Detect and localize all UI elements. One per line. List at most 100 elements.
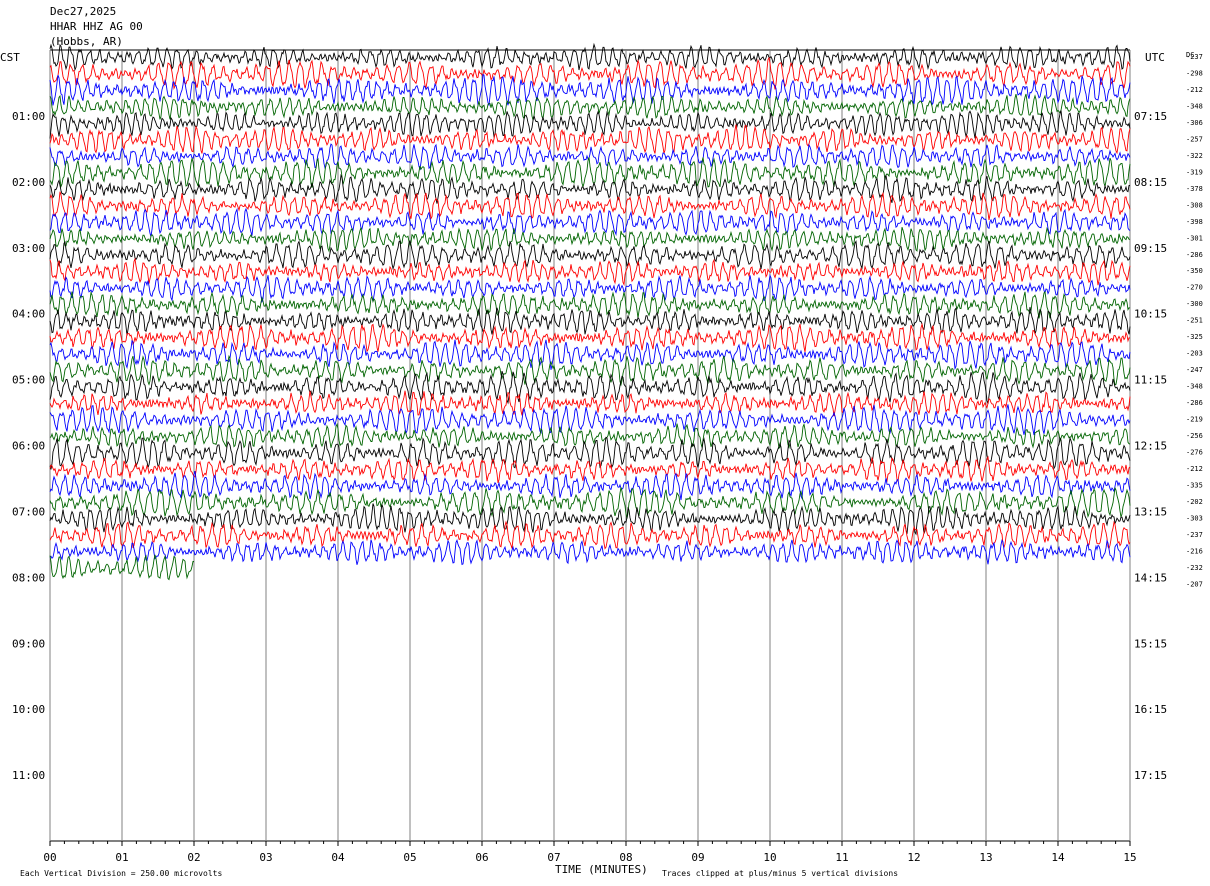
clip-note: Traces clipped at plus/minus 5 vertical … xyxy=(662,869,898,878)
x-tick-label: 08 xyxy=(619,851,632,864)
dc-offset-label: -212 xyxy=(1186,86,1203,94)
utc-hour-label: 16:15 xyxy=(1134,703,1167,716)
dc-offset-label: -257 xyxy=(1186,135,1203,143)
x-tick-label: 06 xyxy=(475,851,488,864)
seismic-trace xyxy=(49,273,1131,304)
seismic-trace xyxy=(49,124,1131,155)
seismic-trace xyxy=(49,470,1131,501)
cst-hour-label: 01:00 xyxy=(12,110,45,123)
seismic-trace xyxy=(49,354,1131,387)
seismic-trace xyxy=(49,207,1131,237)
dc-offset-label: -335 xyxy=(1186,481,1203,489)
dc-offset-label: -301 xyxy=(1186,234,1203,242)
dc-offset-label: -286 xyxy=(1186,399,1203,407)
utc-hour-label: 11:15 xyxy=(1134,374,1167,387)
utc-hour-label: 15:15 xyxy=(1134,637,1167,650)
utc-hour-label: 13:15 xyxy=(1134,505,1167,518)
seismic-trace xyxy=(49,143,1131,171)
dc-offset-label: -300 xyxy=(1186,300,1203,308)
dc-offset-label: -219 xyxy=(1186,416,1203,424)
dc-offset-label: -298 xyxy=(1186,69,1203,77)
dc-offset-label: -256 xyxy=(1186,432,1203,440)
x-tick-label: 03 xyxy=(259,851,272,864)
utc-hour-label: 08:15 xyxy=(1134,176,1167,189)
x-tick-label: 09 xyxy=(691,851,704,864)
dc-offset-label: -237 xyxy=(1186,53,1203,61)
seismic-trace xyxy=(49,455,1131,484)
seismic-trace xyxy=(49,487,1131,519)
cst-hour-label: 02:00 xyxy=(12,176,45,189)
header-location: (Hobbs, AR) xyxy=(50,35,123,48)
x-tick-label: 13 xyxy=(979,851,992,864)
cst-label: CST xyxy=(0,51,20,64)
x-tick-label: 15 xyxy=(1123,851,1136,864)
dc-offset-label: -212 xyxy=(1186,465,1203,473)
dc-offset-label: -286 xyxy=(1186,251,1203,259)
seismic-trace xyxy=(49,291,1131,319)
dc-offset-label: -207 xyxy=(1186,580,1203,588)
header-date: Dec27,2025 xyxy=(50,5,117,18)
cst-hour-label: 05:00 xyxy=(12,374,45,387)
dc-offset-label: -237 xyxy=(1186,531,1203,539)
seismic-trace xyxy=(49,173,1131,204)
cst-hour-label: 03:00 xyxy=(12,242,45,255)
seismic-trace xyxy=(49,404,1131,436)
dc-offset-label: -398 xyxy=(1186,218,1203,226)
seismic-trace xyxy=(49,503,1131,536)
cst-hour-label: 10:00 xyxy=(12,703,45,716)
seismic-trace xyxy=(49,93,1131,122)
cst-hour-label: 06:00 xyxy=(12,440,45,453)
cst-hour-label: 07:00 xyxy=(12,505,45,518)
seismic-trace xyxy=(49,520,1131,550)
dc-offset-label: -216 xyxy=(1186,547,1203,555)
dc-offset-label: -306 xyxy=(1186,119,1203,127)
seismic-trace xyxy=(49,157,1131,189)
seismic-trace xyxy=(49,339,1131,371)
utc-hour-label: 14:15 xyxy=(1134,571,1167,584)
scale-note: Each Vertical Division = 250.00 microvol… xyxy=(20,869,222,878)
x-tick-label: 11 xyxy=(835,851,848,864)
seismic-trace xyxy=(49,257,1131,287)
utc-hour-label: 10:15 xyxy=(1134,308,1167,321)
utc-hour-label: 17:15 xyxy=(1134,769,1167,782)
plot-grid xyxy=(49,49,1131,846)
cst-hour-label: 08:00 xyxy=(12,571,45,584)
dc-offset-label: -308 xyxy=(1186,201,1203,209)
dc-offset-label: -270 xyxy=(1186,284,1203,292)
dc-offset-label: -247 xyxy=(1186,366,1203,374)
seismic-trace xyxy=(49,322,1131,353)
header-station: HHAR HHZ AG 00 xyxy=(50,20,143,33)
utc-hour-label: 07:15 xyxy=(1134,110,1167,123)
seismic-trace xyxy=(49,239,1131,270)
x-tick-label: 01 xyxy=(115,851,128,864)
utc-label: UTC xyxy=(1145,51,1165,64)
dc-offset-label: -348 xyxy=(1186,102,1203,110)
dc-label: DC xyxy=(1186,51,1194,59)
x-tick-label: 14 xyxy=(1051,851,1065,864)
x-axis-label: TIME (MINUTES) xyxy=(555,863,648,876)
seismic-trace xyxy=(49,110,1131,139)
dc-offset-label: -350 xyxy=(1186,267,1203,275)
seismic-trace xyxy=(49,42,1131,72)
utc-hour-label: 12:15 xyxy=(1134,440,1167,453)
x-tick-label: 00 xyxy=(43,851,56,864)
seismic-trace xyxy=(49,73,1131,107)
plot-labels: CST UTC DC Each Vertical Division = 250.… xyxy=(0,51,1203,878)
dc-offset-label: -322 xyxy=(1186,152,1203,160)
seismic-trace xyxy=(49,422,1131,450)
seismic-trace xyxy=(49,390,1131,417)
seismic-traces xyxy=(49,42,1131,581)
utc-hour-label: 09:15 xyxy=(1134,242,1167,255)
dc-offset-label: -276 xyxy=(1186,449,1203,457)
seismic-trace xyxy=(49,538,1131,566)
seismic-trace xyxy=(49,370,1131,405)
dc-offset-label: -319 xyxy=(1186,168,1203,176)
x-tick-label: 05 xyxy=(403,851,416,864)
cst-hour-label: 09:00 xyxy=(12,637,45,650)
dc-offset-label: -202 xyxy=(1186,498,1203,506)
seismic-trace xyxy=(49,191,1131,221)
seismic-trace xyxy=(49,56,1131,90)
seismic-trace xyxy=(49,226,1131,253)
x-tick-label: 12 xyxy=(907,851,920,864)
